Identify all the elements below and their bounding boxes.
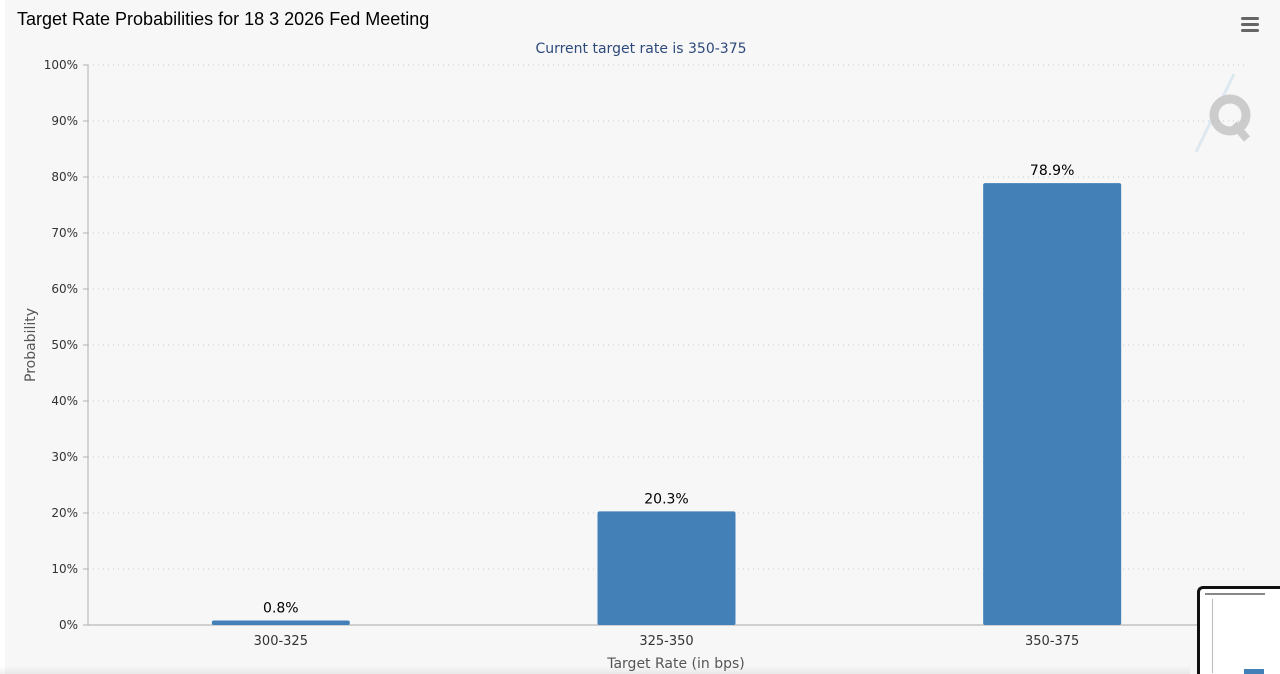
- quikstrike-q-logo-icon: [1194, 73, 1251, 153]
- hamburger-menu-icon[interactable]: [1238, 12, 1262, 36]
- y-axis-title: Probability: [23, 308, 39, 382]
- data-labels: 0.8% 20.3% 78.9%: [263, 163, 1074, 616]
- thumbnail-bar: [1244, 669, 1264, 674]
- y-tick-label: 0%: [59, 618, 78, 632]
- y-tick-label: 20%: [51, 506, 78, 520]
- thumbnail-title-line: [1205, 593, 1265, 595]
- data-label: 20.3%: [644, 491, 688, 507]
- y-tick-label: 90%: [51, 114, 78, 128]
- page-title: Target Rate Probabilities for 18 3 2026 …: [17, 9, 430, 29]
- y-tick-label: 10%: [51, 562, 78, 576]
- bottom-scroll-shadow: [0, 666, 1190, 674]
- data-label: 0.8%: [263, 601, 299, 617]
- y-tick-labels: 0% 10% 20% 30% 40% 50% 60% 70% 80% 90% 100%: [44, 58, 88, 632]
- screenshot-thumbnail-preview[interactable]: [1197, 586, 1280, 674]
- data-label: 78.9%: [1030, 163, 1074, 179]
- x-tick-labels: 300-325 325-350 350-375: [254, 634, 1080, 649]
- x-tick-label: 350-375: [1025, 634, 1079, 649]
- bar-350-375[interactable]: [983, 183, 1122, 625]
- bar-325-350[interactable]: [597, 511, 736, 625]
- bar-300-325[interactable]: [211, 620, 350, 625]
- y-tick-label: 80%: [51, 170, 78, 184]
- y-tick-label: 100%: [44, 58, 78, 72]
- thumbnail-axis-line: [1212, 599, 1213, 673]
- x-tick-label: 325-350: [639, 634, 693, 649]
- y-tick-label: 50%: [51, 338, 78, 352]
- y-tick-label: 70%: [51, 226, 78, 240]
- chart-subtitle: Current target rate is 350-375: [535, 41, 746, 57]
- y-tick-label: 40%: [51, 394, 78, 408]
- y-tick-label: 60%: [51, 282, 78, 296]
- y-tick-label: 30%: [51, 450, 78, 464]
- x-axis-title: Target Rate (in bps): [606, 656, 745, 672]
- bars: [211, 183, 1122, 625]
- x-tick-label: 300-325: [254, 634, 308, 649]
